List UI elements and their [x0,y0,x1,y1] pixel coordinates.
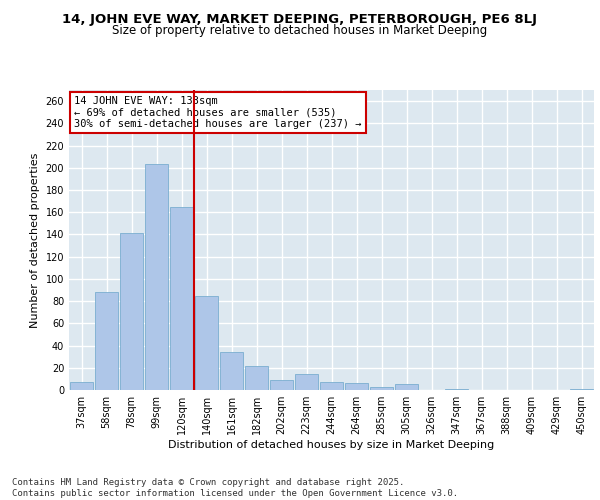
Bar [120,234,143,390]
Text: Size of property relative to detached houses in Market Deeping: Size of property relative to detached ho… [112,24,488,37]
Bar [170,206,193,390]
Bar [370,386,393,390]
Bar [220,352,243,390]
Text: 14, JOHN EVE WAY, MARKET DEEPING, PETERBOROUGH, PE6 8LJ: 14, JOHN EVE WAY, MARKET DEEPING, PETERB… [62,12,538,26]
Y-axis label: Number of detached properties: Number of detached properties [30,152,40,328]
Bar [395,384,418,390]
Bar [95,292,118,390]
Bar [320,382,343,390]
X-axis label: Distribution of detached houses by size in Market Deeping: Distribution of detached houses by size … [169,440,494,450]
Bar [70,382,93,390]
Bar [145,164,168,390]
Text: 14 JOHN EVE WAY: 133sqm
← 69% of detached houses are smaller (535)
30% of semi-d: 14 JOHN EVE WAY: 133sqm ← 69% of detache… [74,96,362,129]
Bar [270,380,293,390]
Bar [345,384,368,390]
Text: Contains HM Land Registry data © Crown copyright and database right 2025.
Contai: Contains HM Land Registry data © Crown c… [12,478,458,498]
Bar [295,374,318,390]
Bar [195,296,218,390]
Bar [445,389,468,390]
Bar [245,366,268,390]
Bar [570,389,593,390]
